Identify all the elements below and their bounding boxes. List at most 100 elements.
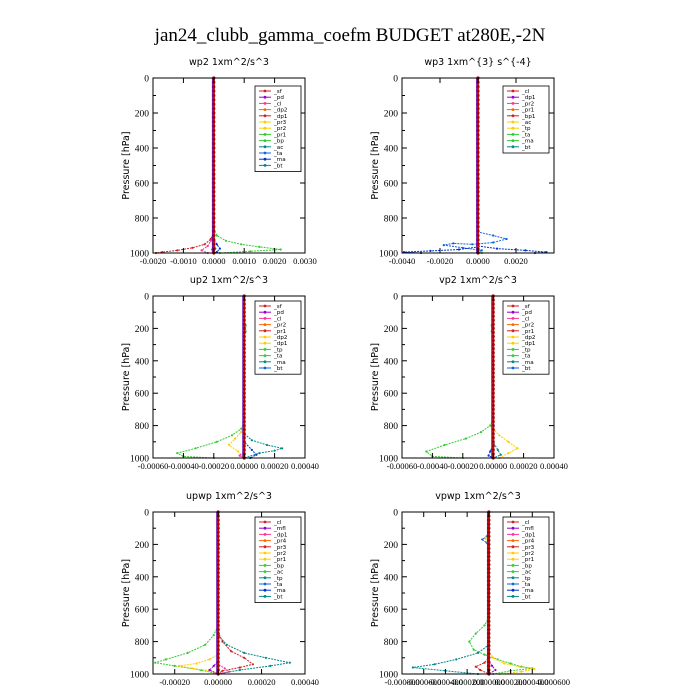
legend-label: _pr2 xyxy=(273,323,286,329)
zero-profile-marker xyxy=(212,177,216,181)
legend-marker xyxy=(263,114,267,118)
series-line xyxy=(200,78,215,254)
legend-label: _pr3 xyxy=(273,545,287,551)
legend-marker xyxy=(511,545,515,549)
zero-profile-marker xyxy=(476,133,480,137)
legend-label: _dp1 xyxy=(273,341,288,347)
zero-profile-marker xyxy=(242,379,246,383)
legend-marker xyxy=(511,539,515,542)
legend-label: _pr2 xyxy=(521,323,534,329)
series-line xyxy=(488,512,535,675)
legend-marker xyxy=(511,133,515,136)
zero-profile-marker xyxy=(212,194,216,198)
series-point xyxy=(227,443,231,447)
legend-label: _pr1 xyxy=(521,329,535,335)
x-tick-label: -0.0040 xyxy=(389,256,416,266)
zero-profile-marker xyxy=(212,124,216,128)
series-point xyxy=(476,651,480,655)
x-tick-label: 0.00020 xyxy=(510,461,538,471)
series-point xyxy=(464,437,467,440)
zero-profile-marker xyxy=(491,419,495,424)
legend-marker xyxy=(263,582,267,586)
series-point xyxy=(279,248,282,251)
y-tick-label: 800 xyxy=(384,215,399,225)
zero-profile-marker xyxy=(216,660,220,664)
y-tick-label: 800 xyxy=(135,215,150,225)
zero-profile-marker xyxy=(487,530,491,534)
zero-profile-marker xyxy=(487,631,491,636)
zero-profile-marker xyxy=(487,526,491,530)
series-point xyxy=(520,670,523,673)
series-point xyxy=(452,242,455,245)
y-axis-label: Pressure [hPa] xyxy=(121,559,132,627)
legend-label: _pr2 xyxy=(521,101,534,107)
zero-profile-marker xyxy=(242,306,246,310)
zero-profile-marker xyxy=(491,432,495,436)
zero-profile-marker xyxy=(242,436,246,440)
series-point xyxy=(269,664,272,668)
zero-profile-marker xyxy=(476,172,480,176)
zero-profile-marker xyxy=(491,367,495,371)
x-tick-label: 0.0030 xyxy=(293,256,317,266)
series-point xyxy=(215,234,218,237)
legend-label: _mfl xyxy=(521,526,534,532)
zero-profile-marker xyxy=(212,98,216,102)
zero-profile-marker xyxy=(487,623,491,628)
legend-label: _pr1 xyxy=(273,557,287,563)
zero-profile-marker xyxy=(487,567,491,571)
series-point xyxy=(154,661,157,664)
zero-profile-marker xyxy=(242,367,246,371)
zero-profile-marker xyxy=(491,302,495,306)
legend-label: _sf xyxy=(273,304,283,310)
legend-marker xyxy=(263,570,267,573)
series-line xyxy=(179,512,219,675)
series-point xyxy=(173,664,176,668)
zero-profile-marker xyxy=(476,238,480,242)
legend-label: _ac xyxy=(521,120,531,126)
series-point xyxy=(186,651,189,655)
zero-profile-marker xyxy=(491,338,495,343)
series-point xyxy=(494,668,497,672)
zero-profile-marker xyxy=(491,318,495,322)
zero-profile-marker xyxy=(242,411,246,416)
series-point xyxy=(273,449,276,452)
zero-profile-marker xyxy=(491,371,495,375)
zero-profile-marker xyxy=(487,559,491,563)
y-tick-label: 1000 xyxy=(130,671,149,681)
legend: _cl_dp1_pr2_pr1_bp1_ac_tp_ta_ma_bt xyxy=(502,85,550,154)
zero-profile-marker xyxy=(242,359,246,363)
zero-profile-marker xyxy=(216,579,220,583)
zero-profile-marker xyxy=(491,330,495,335)
zero-profile-marker xyxy=(216,587,220,591)
zero-profile-marker xyxy=(487,599,491,603)
zero-profile-marker xyxy=(487,595,491,599)
zero-profile-marker xyxy=(476,185,480,189)
chart-panel-4: vp2 1xm^2/s^3 Pressure [hPa] 0 200 400 600 800… xyxy=(370,275,568,471)
zero-profile-marker xyxy=(491,355,495,359)
zero-profile-marker xyxy=(216,554,220,559)
legend-label: _pd xyxy=(273,310,284,316)
legend-marker xyxy=(511,323,515,326)
zero-profile-marker xyxy=(487,615,491,619)
y-axis-label: Pressure [hPa] xyxy=(370,559,381,627)
y-axis-label: Pressure [hPa] xyxy=(370,131,381,199)
legend-label: _pd xyxy=(273,95,284,101)
legend-label: _cl xyxy=(273,316,282,322)
legend-marker xyxy=(511,354,515,357)
zero-profile-marker xyxy=(476,107,480,111)
legend-marker xyxy=(263,520,267,524)
series-point xyxy=(468,640,471,643)
legend-label: _sf xyxy=(273,89,283,95)
legend-label: _bp xyxy=(273,139,284,145)
series-line xyxy=(412,512,490,675)
zero-profile-marker xyxy=(216,644,220,648)
series-point xyxy=(264,656,267,659)
y-tick-label: 400 xyxy=(384,573,399,583)
legend-label: _dp1 xyxy=(273,532,288,538)
zero-profile-marker xyxy=(242,343,246,347)
legend-marker xyxy=(511,335,515,339)
series-point xyxy=(215,243,218,246)
zero-profile-marker xyxy=(487,660,491,664)
x-tick-label: 0.000200 xyxy=(494,677,526,687)
x-tick-label: -0.00060 xyxy=(138,461,169,471)
